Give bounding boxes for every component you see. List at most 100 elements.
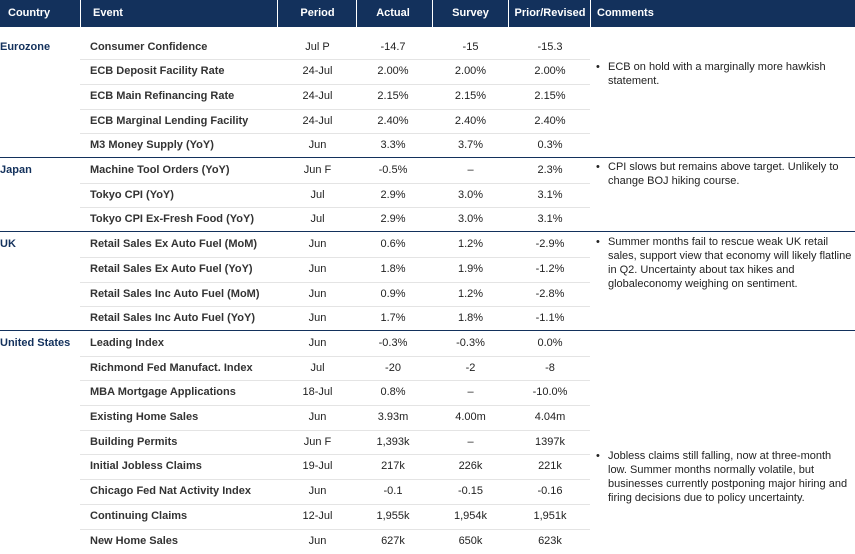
prior-cell: -15.3 — [537, 40, 563, 53]
row-divider — [80, 380, 590, 382]
country-label: United States — [0, 336, 71, 349]
event-cell: Retail Sales Ex Auto Fuel (YoY) — [90, 262, 253, 275]
survey-cell: 3.0% — [457, 188, 484, 201]
row-divider — [80, 429, 590, 431]
bullet-icon: • — [596, 449, 600, 462]
row-divider — [80, 207, 590, 209]
table-row: Tokyo CPI (YoY) Jul 2.9% 3.0% 3.1% — [0, 183, 855, 208]
actual-cell: 2.00% — [377, 65, 409, 78]
period-cell: Jun — [308, 287, 327, 300]
event-cell: ECB Main Refinancing Rate — [90, 89, 235, 102]
row-divider — [80, 528, 590, 530]
prior-cell: 1397k — [535, 435, 565, 448]
survey-cell: -0.3% — [456, 336, 485, 349]
actual-cell: 1.8% — [380, 262, 406, 275]
actual-cell: 0.6% — [380, 238, 406, 251]
comment-body: ECB on hold with a marginally more hawki… — [608, 60, 826, 87]
table-row: ECB Main Refinancing Rate 24-Jul 2.15% 2.15… — [0, 84, 855, 109]
header-divider — [277, 0, 278, 27]
actual-cell: 1,393k — [376, 435, 410, 448]
actual-cell: -14.7 — [380, 40, 406, 53]
event-cell: Existing Home Sales — [90, 411, 199, 423]
row-divider — [80, 59, 590, 61]
header-event: Event — [93, 7, 123, 19]
table-row: Building Permits Jun F 1,393k – 1397k — [0, 430, 855, 455]
survey-cell: 650k — [458, 534, 483, 547]
country-label: Eurozone — [0, 40, 51, 53]
event-cell: Richmond Fed Manufact. Index — [90, 361, 253, 374]
survey-cell: – — [467, 164, 474, 176]
row-divider — [80, 133, 590, 135]
period-cell: Jul — [310, 361, 325, 374]
table-row: ECB Marginal Lending Facility 24-Jul 2.40%… — [0, 109, 855, 134]
prior-cell: -0.16 — [537, 485, 563, 498]
event-cell: Chicago Fed Nat Activity Index — [90, 485, 251, 498]
row-divider — [80, 355, 590, 357]
prior-cell: 2.3% — [537, 164, 563, 176]
table-row: Initial Jobless Claims 19-Jul 217k 226k 221k — [0, 454, 855, 479]
actual-cell: 0.8% — [380, 386, 406, 399]
event-cell: ECB Marginal Lending Facility — [90, 114, 249, 127]
table-row: Machine Tool Orders (YoY) Jun F -0.5% – 2.3% — [0, 158, 855, 183]
actual-cell: -0.1 — [383, 485, 403, 498]
actual-cell: 0.9% — [380, 287, 406, 300]
comment-body: CPI slows but remains above target. Unli… — [608, 161, 839, 187]
event-cell: Building Permits — [90, 435, 178, 448]
event-cell: Retail Sales Ex Auto Fuel (MoM) — [90, 238, 258, 251]
header-divider — [432, 0, 433, 27]
survey-cell: 3.0% — [457, 213, 484, 226]
table-row: Existing Home Sales Jun 3.93m 4.00m 4.04m — [0, 405, 855, 430]
prior-cell: 623k — [538, 534, 562, 547]
header-comments: Comments — [597, 7, 654, 19]
row-divider — [80, 108, 590, 110]
group-divider — [0, 329, 855, 331]
header-divider — [80, 0, 81, 27]
header-survey: Survey — [452, 7, 489, 19]
group-divider — [0, 157, 855, 158]
period-cell: Jun — [308, 411, 327, 423]
prior-cell: 2.40% — [534, 114, 566, 127]
header-prior: Prior/Revised — [514, 7, 586, 19]
period-cell: 12-Jul — [302, 509, 333, 522]
row-divider — [80, 306, 590, 308]
table-row: Leading Index Jun -0.3% -0.3% 0.0% — [0, 331, 855, 356]
table-row: Retail Sales Ex Auto Fuel (MoM) Jun 0.6% 1.… — [0, 232, 855, 257]
comment-text: • ECB on hold with a marginally more hawk… — [596, 60, 852, 88]
event-cell: Retail Sales Inc Auto Fuel (YoY) — [90, 312, 256, 325]
comment-text: • Summer months fail to rescue weak UK re… — [596, 235, 852, 291]
event-cell: Tokyo CPI Ex-Fresh Food (YoY) — [90, 213, 254, 226]
row-divider — [80, 503, 590, 505]
prior-cell: 3.1% — [537, 188, 563, 201]
header-divider — [590, 0, 591, 27]
prior-cell: 4.04m — [534, 411, 566, 423]
period-cell: 18-Jul — [302, 386, 333, 399]
actual-cell: 2.40% — [377, 114, 409, 127]
period-cell: Jun — [308, 262, 327, 275]
comment-body: Summer months fail to rescue weak UK ret… — [608, 236, 852, 291]
actual-cell: 2.9% — [380, 213, 406, 226]
period-cell: Jun — [308, 336, 327, 349]
table-row: Retail Sales Ex Auto Fuel (YoY) Jun 1.8% 1.… — [0, 257, 855, 282]
survey-cell: -15 — [462, 40, 479, 53]
prior-cell: -8 — [545, 361, 555, 374]
actual-cell: 2.9% — [380, 188, 406, 201]
table-row: Consumer Confidence Jul P -14.7 -15 -15.3 — [0, 35, 855, 60]
prior-cell: 3.1% — [537, 213, 563, 226]
prior-cell: -2.9% — [535, 238, 565, 251]
prior-cell: 221k — [538, 460, 562, 473]
survey-cell: – — [467, 435, 474, 448]
prior-cell: -10.0% — [532, 386, 568, 399]
survey-cell: -2 — [465, 361, 476, 374]
event-cell: Tokyo CPI (YoY) — [90, 188, 174, 201]
event-cell: M3 Money Supply (YoY) — [90, 139, 214, 152]
comment-text: • Jobless claims still falling, now at th… — [596, 449, 852, 505]
survey-cell: 4.00m — [455, 411, 486, 423]
row-divider — [80, 182, 590, 184]
actual-cell: 1.7% — [380, 312, 406, 325]
event-cell: ECB Deposit Facility Rate — [90, 65, 225, 78]
group-divider — [0, 231, 855, 233]
table-row: MBA Mortgage Applications 18-Jul 0.8% – -10.… — [0, 380, 855, 405]
header-divider — [356, 0, 357, 27]
comment-body: Jobless claims still falling, now at thr… — [608, 449, 848, 504]
